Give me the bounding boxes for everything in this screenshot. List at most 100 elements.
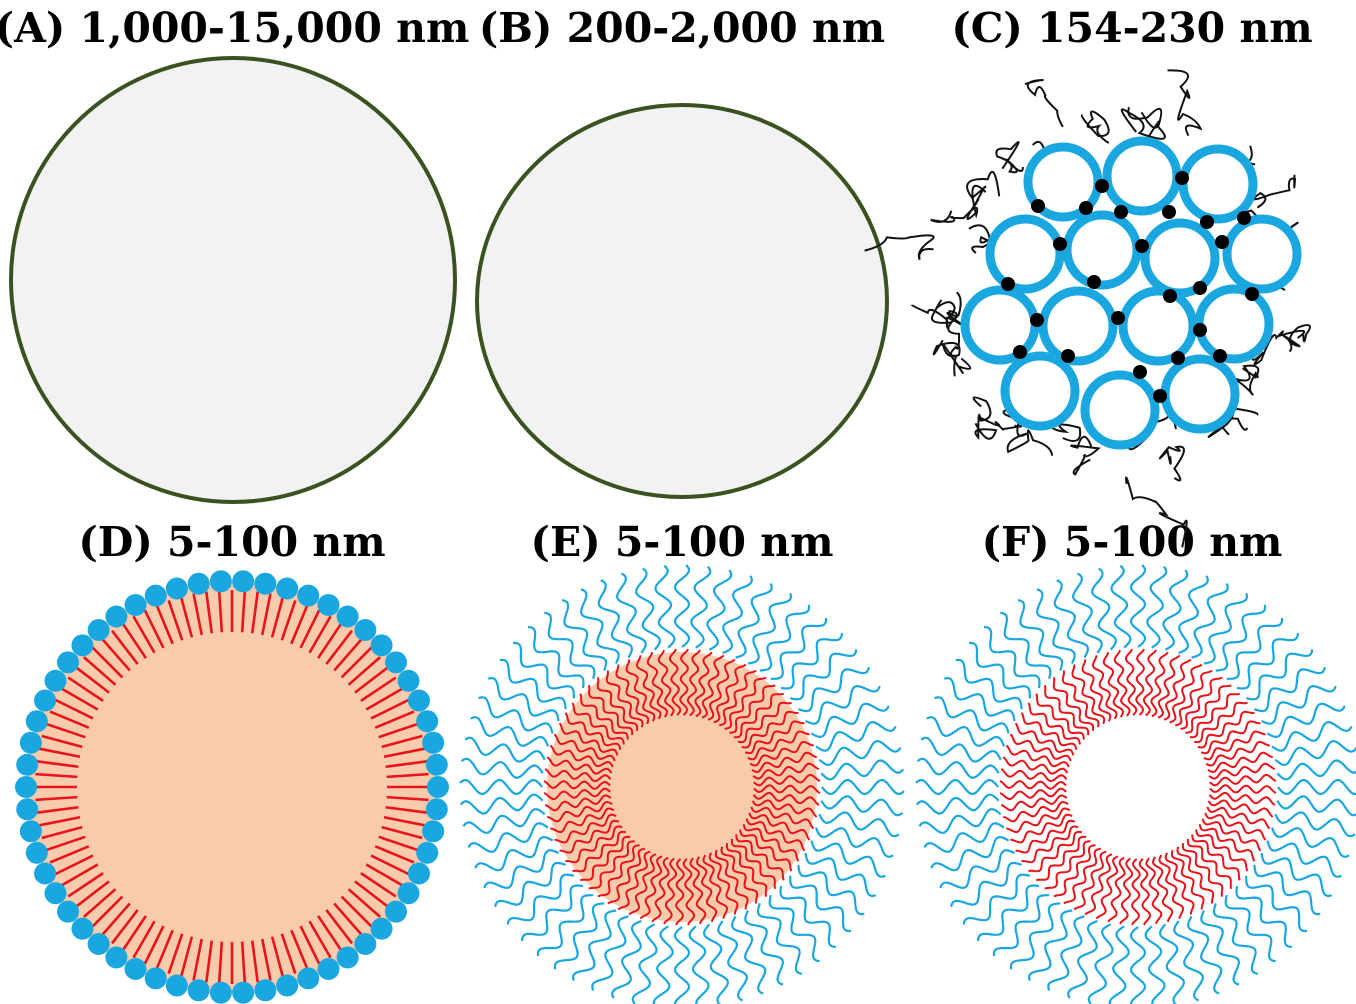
crosslink-dot <box>1163 289 1177 303</box>
crosslink-dot <box>1215 235 1229 249</box>
lipid-head <box>209 981 232 1004</box>
hydrophilic-chain <box>553 902 605 970</box>
hydrophobic-chain <box>1189 692 1241 739</box>
lipid-head <box>276 577 299 600</box>
lipid-head <box>407 862 430 885</box>
hydrophilic-corona <box>459 564 905 1004</box>
hydrophilic-chain <box>506 873 575 925</box>
hydrophilic-chain <box>512 641 575 699</box>
hydrophobic-chain <box>730 838 777 890</box>
lipid-tail <box>204 591 214 634</box>
hydrophilic-chain <box>926 716 1006 747</box>
hydrophobic-chain <box>1113 649 1131 717</box>
lipid-tail <box>260 938 272 981</box>
lipid-tail <box>370 698 410 720</box>
hydrophobic-chain <box>1207 751 1274 774</box>
hydrophobic-chain <box>543 787 611 800</box>
lipid-head <box>422 731 445 754</box>
hydrophobic-chain <box>646 651 669 718</box>
lipid-tail <box>250 591 260 634</box>
polymer-chain <box>1158 445 1185 482</box>
hydrophilic-chain <box>770 617 828 680</box>
polymer-chain <box>966 170 1001 221</box>
hydrophobic-chain <box>675 858 685 926</box>
lipid-tail <box>386 795 429 802</box>
hydrophilic-chain <box>818 740 902 767</box>
hydrophilic-chain <box>735 583 773 659</box>
hydrophilic-chain <box>1108 925 1130 1004</box>
hydrophobic-chain <box>1174 669 1213 727</box>
hydrophobic-chain <box>1201 818 1262 852</box>
crosslink-dot <box>1001 277 1015 291</box>
hydrophobic-chain <box>1209 774 1277 787</box>
panel-d-liposome <box>15 570 449 1004</box>
ring-unit <box>1102 136 1182 216</box>
hydrophilic-chain <box>918 807 1002 834</box>
hydrophilic-chain <box>1047 915 1085 991</box>
hydrophilic-chain <box>930 835 1010 872</box>
lipid-tail <box>217 590 224 633</box>
hydrophobic-chain <box>543 780 611 790</box>
lipid-tail <box>143 609 165 649</box>
hydrophobic-chain <box>1186 838 1233 890</box>
lipid-head <box>165 577 188 600</box>
hydrophobic-chain <box>752 762 820 780</box>
lipid-head <box>144 584 167 607</box>
lipid-tail <box>383 815 426 827</box>
hydrophilic-chain <box>474 835 554 872</box>
lipid-tail <box>270 936 285 978</box>
hydrophobic-chain <box>617 850 651 911</box>
hydrophilic-chain <box>521 884 584 942</box>
hydrophobic-chain <box>1180 676 1223 730</box>
hydrophilic-chain <box>747 592 793 665</box>
hydrophilic-chain <box>544 611 596 680</box>
panel-e-label: (E) 5-100 nm <box>530 518 834 566</box>
hydrophobic-chain <box>748 812 811 841</box>
lipid-head <box>416 841 439 864</box>
hydrophobic-chain <box>735 834 785 881</box>
hydrophilic-chain <box>690 565 712 649</box>
lipid-head <box>165 974 188 997</box>
hydrophobic-chain <box>546 800 613 823</box>
hydrophobic-chain <box>742 823 800 862</box>
hydrophobic-chain <box>707 658 736 721</box>
lipid-tail <box>101 638 131 672</box>
hydrophobic-chain <box>1002 756 1069 775</box>
hydrophilic-chain <box>561 599 608 671</box>
hydrophilic-chain <box>717 920 749 1002</box>
hydrophobic-chain <box>1185 684 1232 734</box>
hydrophilic-chain <box>462 807 546 834</box>
lipid-head <box>57 900 80 923</box>
hydrophilic-chain <box>983 626 1041 689</box>
hydrophobic-chain <box>1163 658 1192 721</box>
hydrophobic-chain <box>694 651 713 718</box>
lipid-tail <box>374 710 415 729</box>
hydrophilic-chain <box>1277 778 1356 796</box>
lipid-tail <box>308 920 332 959</box>
hydrophilic-chain <box>814 827 894 858</box>
hydrophobic-chain <box>1107 856 1126 923</box>
hydrophobic-chain <box>625 659 656 722</box>
panel-f-hollow-micelle <box>915 564 1356 1004</box>
hydrophobic-chain <box>1095 855 1119 920</box>
hydrophilic-chain <box>1226 617 1284 680</box>
hydrophobic-chain <box>739 829 793 872</box>
panel-b-particle <box>475 103 889 499</box>
crosslink-dot <box>1013 345 1027 359</box>
lipid-tail <box>83 888 117 918</box>
lipid-tail <box>270 596 285 638</box>
hydrophobic-chain <box>546 756 613 775</box>
hydrophilic-chain <box>536 894 594 957</box>
lipid-head <box>384 900 407 923</box>
hydrophobic-chain <box>549 744 614 768</box>
hydrophobic-chain <box>1193 701 1248 744</box>
lipid-tail <box>155 604 174 645</box>
hydrophilic-chain <box>789 649 858 701</box>
crosslink-dot <box>1193 281 1207 295</box>
hydrophilic-chain <box>1129 564 1147 648</box>
hydrophobic-chain <box>725 842 768 897</box>
hydrophobic-chain <box>753 784 821 794</box>
ring-units <box>960 136 1302 450</box>
hydrophilic-chain <box>821 778 905 796</box>
hydrophilic-chain <box>591 915 629 991</box>
